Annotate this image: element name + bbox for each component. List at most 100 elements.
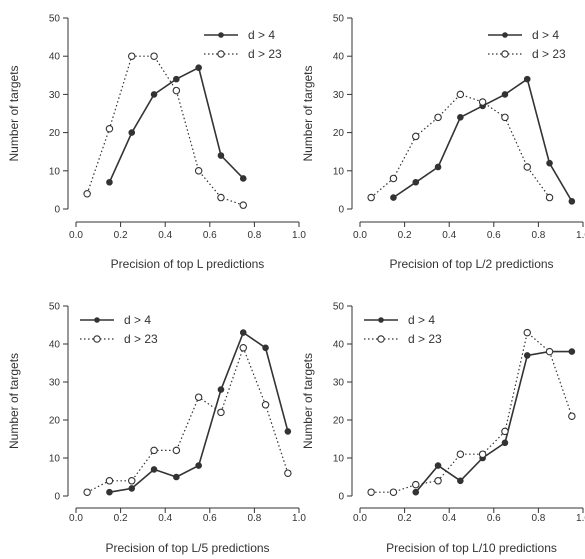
data-point [239,344,248,352]
x-tick-label: 0.0 [353,513,367,524]
series-d-gt-23 [367,328,576,496]
data-point [501,91,509,98]
x-tick-label: 1.0 [292,513,306,524]
data-point [262,344,269,352]
x-tick-label: 0.4 [442,230,456,241]
data-point [478,450,487,458]
series-d-gt-23 [83,344,292,496]
y-tick-label: 50 [333,14,345,25]
data-point [434,113,442,122]
data-point [195,64,202,71]
y-axis-title: Number of targets [7,65,21,161]
x-axis-title: Precision of top L predictions [111,257,265,271]
y-tick-label: 10 [49,454,61,465]
series-d-gt-4 [106,329,292,496]
y-tick-label: 20 [333,416,345,427]
data-point [217,386,225,393]
data-point [412,178,420,186]
data-point [150,466,158,473]
y-tick-label: 10 [49,166,61,177]
data-point [568,412,576,420]
x-tick-label: 0.4 [442,513,456,524]
series-d-gt-23 [367,90,554,202]
data-point [545,193,554,202]
y-tick-label: 50 [49,14,61,25]
data-point [568,198,576,205]
legend-swatch-marker [378,317,384,323]
y-tick-label: 30 [49,378,61,389]
data-point [128,52,136,60]
legend-label: d > 23 [124,332,158,346]
data-point [217,193,225,202]
data-point [523,352,531,359]
x-tick-label: 0.6 [487,230,501,241]
legend-label: d > 4 [532,28,559,42]
series-line [415,350,572,493]
data-point [367,193,375,202]
data-point [284,469,292,477]
data-point [239,175,247,182]
data-point [194,167,203,175]
data-point [434,163,442,171]
y-tick-label: 10 [333,454,345,465]
y-tick-label: 0 [54,492,60,503]
legend-swatch-marker [377,335,385,343]
x-tick-label: 1.0 [292,230,306,241]
legend-label: d > 23 [248,47,282,61]
x-tick-label: 0.8 [531,230,545,241]
data-point [523,163,531,171]
legend-label: d > 23 [408,332,442,346]
y-tick-label: 20 [49,416,61,427]
data-point [389,488,398,496]
data-point [411,480,420,489]
legend: d > 4 d > 23 [364,313,442,346]
y-tick-label: 50 [333,302,345,313]
legend-label: d > 23 [532,47,566,61]
data-point [106,178,113,186]
y-tick-label: 40 [49,52,61,63]
x-tick-label: 0.6 [487,513,501,524]
data-point [106,488,113,496]
x-axis-title: Precision of top L/2 predictions [389,257,553,271]
data-point [128,129,136,136]
x-tick-label: 0.2 [114,230,128,241]
legend: d > 4 d > 23 [488,28,566,61]
data-point [478,98,487,106]
data-point [411,132,420,141]
x-axis-title: Precision of top L/5 predictions [105,541,269,555]
data-point [128,477,136,485]
x-tick-label: 0.2 [398,230,412,241]
series-d-gt-23 [83,52,248,209]
data-point [523,328,531,337]
data-point [173,75,180,83]
series-d-gt-4 [390,75,576,205]
data-point [172,446,181,455]
x-tick-label: 0.0 [69,513,83,524]
data-point [367,488,375,496]
y-tick-label: 0 [338,205,344,216]
series-d-gt-4 [106,64,247,186]
panel-2: 0 10 20 30 40 50 0.0 0.2 0.4 0.6 0.8 1.0 Precision o… [301,14,585,272]
y-tick-label: 10 [333,166,345,177]
data-point [173,473,180,481]
legend-swatch-marker [218,32,224,38]
y-tick-label: 40 [49,340,61,351]
data-point [457,477,464,485]
series-line [392,77,573,202]
x-tick-label: 0.6 [203,230,217,241]
series-line [370,93,550,198]
legend: d > 4 d > 23 [80,313,158,346]
data-point [434,477,442,485]
legend-swatch-marker [94,317,100,323]
y-tick-label: 30 [49,90,61,101]
data-point [501,113,509,122]
data-point [568,348,576,355]
data-point [412,488,420,496]
data-point [150,446,158,455]
x-tick-label: 0.4 [158,513,172,524]
data-point [545,347,554,356]
x-tick-label: 1.0 [576,513,585,524]
x-tick-label: 1.0 [576,230,585,241]
y-tick-label: 50 [49,302,61,313]
y-tick-label: 30 [333,90,345,101]
